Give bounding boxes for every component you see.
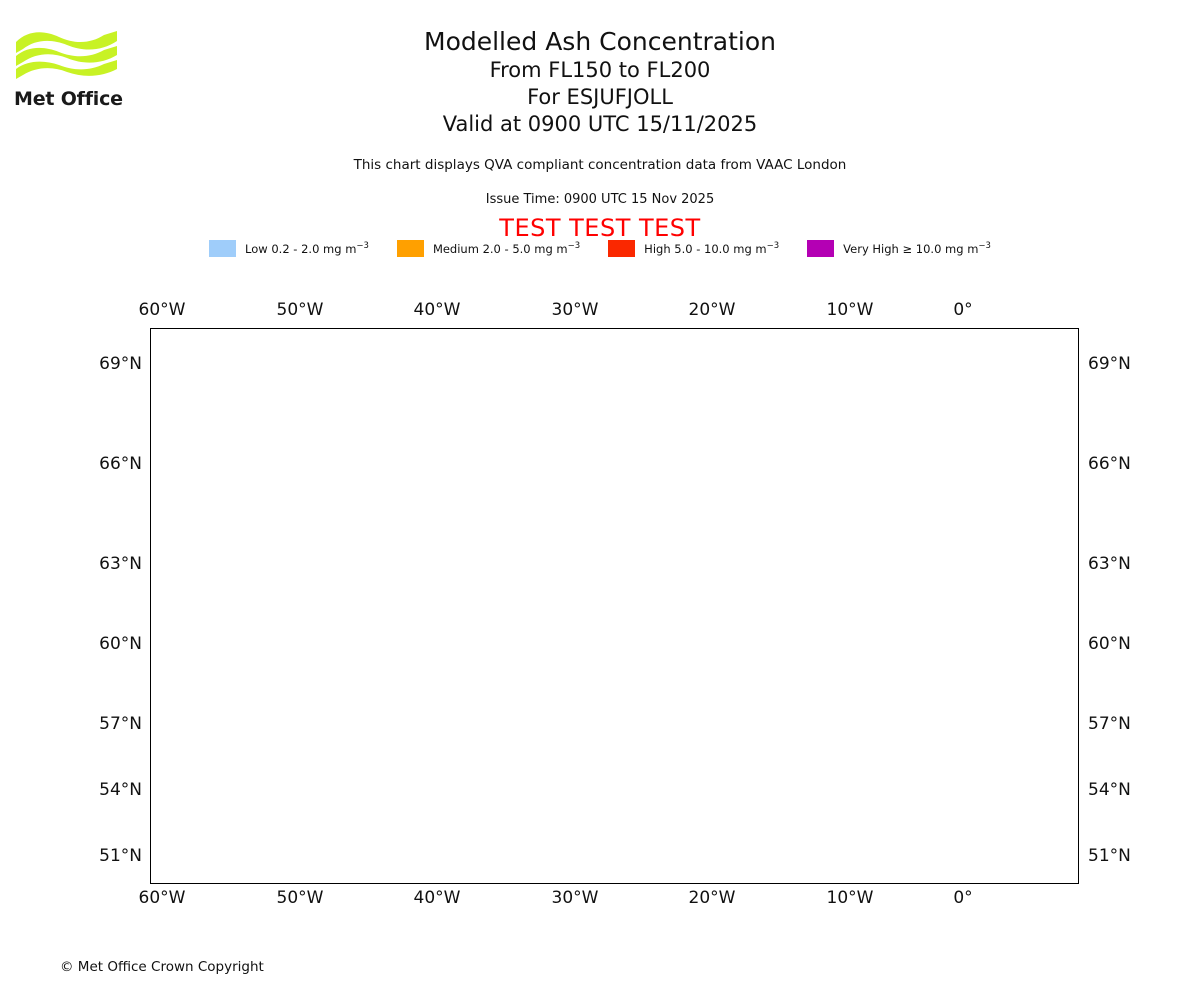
- lat-label-left-4: 57°N: [99, 714, 142, 734]
- lat-label-left-0: 69°N: [99, 354, 142, 374]
- test-banner: TEST TEST TEST: [499, 214, 701, 242]
- page-title: Modelled Ash Concentration: [424, 27, 776, 56]
- map-frame: [150, 328, 1079, 884]
- lon-label-bottom-6: 0°: [953, 888, 973, 908]
- lon-label-top-2: 40°W: [413, 300, 461, 320]
- qva-note: This chart displays QVA compliant concen…: [353, 157, 847, 173]
- lon-label-bottom-0: 60°W: [138, 888, 186, 908]
- legend-item-high: High 5.0 - 10.0 mg m−3: [608, 240, 779, 257]
- legend-swatch-low: [209, 240, 237, 257]
- ash-concentration-map: [150, 328, 1079, 884]
- legend-item-low: Low 0.2 - 2.0 mg m−3: [209, 240, 369, 257]
- legend-swatch-very-high: [807, 240, 835, 257]
- lon-label-top-1: 50°W: [276, 300, 324, 320]
- lat-label-right-3: 60°N: [1088, 634, 1131, 654]
- lon-label-top-0: 60°W: [138, 300, 186, 320]
- legend-item-very-high: Very High ≥ 10.0 mg m−3: [807, 240, 991, 257]
- valid-time-subtitle: Valid at 0900 UTC 15/11/2025: [442, 112, 758, 136]
- lat-label-left-2: 63°N: [99, 554, 142, 574]
- legend-label-medium: Medium 2.0 - 5.0 mg m−3: [432, 241, 581, 256]
- legend-label-low: Low 0.2 - 2.0 mg m−3: [245, 241, 369, 256]
- legend-label-high: High 5.0 - 10.0 mg m−3: [644, 241, 780, 256]
- lat-label-left-5: 54°N: [99, 780, 142, 800]
- lat-label-right-4: 57°N: [1088, 714, 1131, 734]
- lon-label-top-6: 0°: [953, 300, 973, 320]
- lon-label-bottom-4: 20°W: [688, 888, 736, 908]
- legend-label-very-high: Very High ≥ 10.0 mg m−3: [843, 241, 991, 256]
- lat-label-left-6: 51°N: [99, 846, 142, 866]
- volcano-subtitle: For ESJUFJOLL: [527, 85, 673, 109]
- lat-label-right-1: 66°N: [1088, 454, 1131, 474]
- legend-item-medium: Medium 2.0 - 5.0 mg m−3: [396, 240, 581, 257]
- lon-label-top-4: 20°W: [688, 300, 736, 320]
- lon-label-top-3: 30°W: [551, 300, 599, 320]
- lat-label-right-0: 69°N: [1088, 354, 1131, 374]
- flight-level-subtitle: From FL150 to FL200: [489, 58, 711, 82]
- lat-label-right-5: 54°N: [1088, 780, 1131, 800]
- lon-label-bottom-1: 50°W: [276, 888, 324, 908]
- lon-label-bottom-5: 10°W: [826, 888, 874, 908]
- chart-title-block: Modelled Ash Concentration From FL150 to…: [0, 26, 1200, 138]
- met-office-logo: Met Office: [14, 28, 134, 114]
- lat-label-right-2: 63°N: [1088, 554, 1131, 574]
- lat-label-right-6: 51°N: [1088, 846, 1131, 866]
- lat-label-left-3: 60°N: [99, 634, 142, 654]
- lon-label-bottom-2: 40°W: [413, 888, 461, 908]
- lat-label-left-1: 66°N: [99, 454, 142, 474]
- met-office-wave-icon: [16, 31, 117, 79]
- lon-label-bottom-3: 30°W: [551, 888, 599, 908]
- lon-label-top-5: 10°W: [826, 300, 874, 320]
- legend-swatch-medium: [396, 240, 424, 257]
- met-office-logo-text: Met Office: [14, 88, 123, 110]
- copyright-footer: © Met Office Crown Copyright: [60, 959, 264, 975]
- concentration-legend: Low 0.2 - 2.0 mg m−3 Medium 2.0 - 5.0 mg…: [0, 240, 1200, 257]
- legend-swatch-high: [608, 240, 636, 257]
- issue-time: Issue Time: 0900 UTC 15 Nov 2025: [485, 192, 715, 207]
